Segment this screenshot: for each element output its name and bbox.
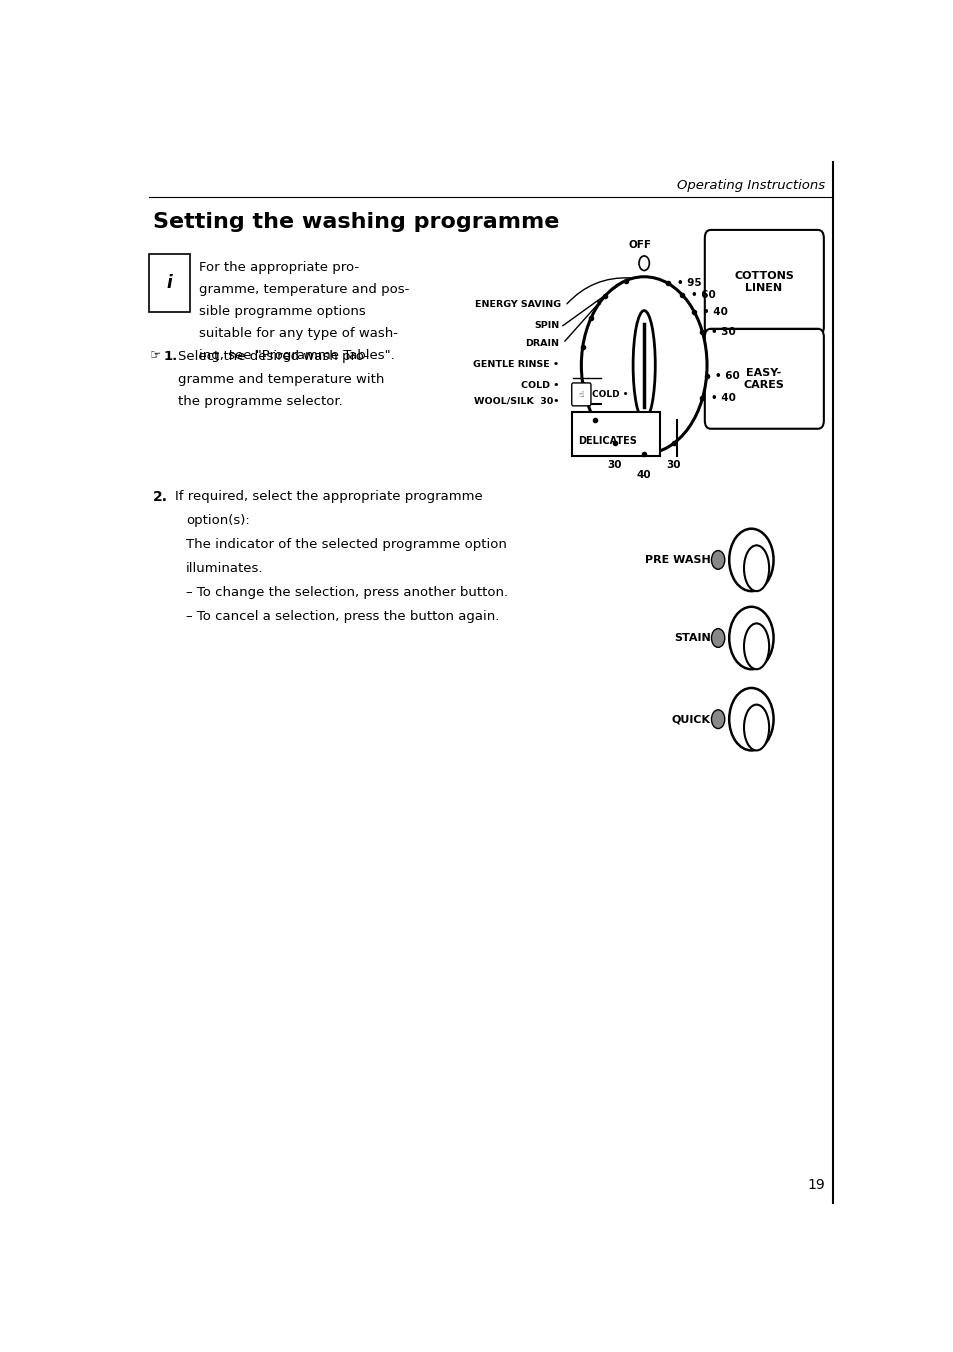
Text: COLD •: COLD • — [592, 389, 628, 399]
Text: WOOL/SILK  30•: WOOL/SILK 30• — [474, 396, 558, 406]
Text: SPIN: SPIN — [534, 322, 558, 330]
Text: • 30: • 30 — [711, 327, 736, 337]
Text: • 95: • 95 — [676, 279, 700, 288]
FancyBboxPatch shape — [149, 254, 190, 312]
FancyBboxPatch shape — [571, 383, 590, 406]
FancyBboxPatch shape — [571, 412, 659, 456]
Circle shape — [728, 529, 773, 591]
Circle shape — [711, 550, 724, 569]
Circle shape — [728, 688, 773, 750]
Text: • 60: • 60 — [715, 370, 740, 381]
Circle shape — [728, 607, 773, 669]
Text: COLD •: COLD • — [520, 380, 558, 389]
Text: DELICATES: DELICATES — [577, 437, 636, 446]
Text: If required, select the appropriate programme: If required, select the appropriate prog… — [174, 491, 482, 503]
Text: ☝: ☝ — [578, 389, 583, 399]
Text: gramme and temperature with: gramme and temperature with — [178, 373, 384, 385]
Text: 1.: 1. — [164, 350, 177, 362]
Text: – To cancel a selection, press the button again.: – To cancel a selection, press the butto… — [186, 610, 498, 623]
Ellipse shape — [743, 545, 768, 591]
Text: QUICK: QUICK — [671, 714, 710, 725]
Text: GENTLE RINSE •: GENTLE RINSE • — [473, 360, 558, 369]
Text: 19: 19 — [807, 1178, 824, 1191]
Text: Select the desired wash pro-: Select the desired wash pro- — [178, 350, 369, 362]
Text: option(s):: option(s): — [186, 514, 250, 527]
Text: COTTONS
LINEN: COTTONS LINEN — [733, 270, 793, 293]
Text: sible programme options: sible programme options — [199, 304, 365, 318]
Text: ☞: ☞ — [151, 350, 161, 362]
Text: suitable for any type of wash-: suitable for any type of wash- — [199, 327, 397, 339]
Text: EASY-
CARES: EASY- CARES — [742, 368, 783, 389]
FancyBboxPatch shape — [704, 230, 823, 335]
Text: gramme, temperature and pos-: gramme, temperature and pos- — [199, 283, 409, 296]
Text: DRAIN: DRAIN — [524, 339, 558, 347]
Text: 40: 40 — [637, 470, 651, 480]
Circle shape — [580, 277, 706, 454]
Text: ing, see "Programme Tables".: ing, see "Programme Tables". — [199, 349, 395, 361]
Text: 30: 30 — [607, 460, 621, 470]
Circle shape — [711, 710, 724, 729]
Text: Setting the washing programme: Setting the washing programme — [152, 212, 558, 233]
Text: – To change the selection, press another button.: – To change the selection, press another… — [186, 585, 507, 599]
Text: • 60: • 60 — [690, 289, 715, 300]
Text: the programme selector.: the programme selector. — [178, 395, 343, 408]
Text: ENERGY SAVING: ENERGY SAVING — [475, 300, 560, 310]
Text: i: i — [167, 274, 172, 292]
Text: The indicator of the selected programme option: The indicator of the selected programme … — [186, 538, 506, 552]
Ellipse shape — [633, 311, 655, 420]
Text: PRE WASH: PRE WASH — [644, 554, 710, 565]
Text: • 40: • 40 — [711, 393, 736, 403]
Text: 2.: 2. — [152, 491, 168, 504]
Text: illuminates.: illuminates. — [186, 562, 263, 575]
Text: For the appropriate pro-: For the appropriate pro- — [199, 261, 359, 274]
Text: STAIN: STAIN — [673, 633, 710, 644]
Text: 30: 30 — [666, 460, 680, 470]
FancyBboxPatch shape — [704, 329, 823, 429]
Circle shape — [639, 256, 649, 270]
Text: • 40: • 40 — [702, 307, 727, 316]
Text: Operating Instructions: Operating Instructions — [677, 178, 824, 192]
Ellipse shape — [743, 623, 768, 669]
Text: OFF: OFF — [628, 239, 651, 250]
Circle shape — [711, 629, 724, 648]
Ellipse shape — [743, 704, 768, 750]
